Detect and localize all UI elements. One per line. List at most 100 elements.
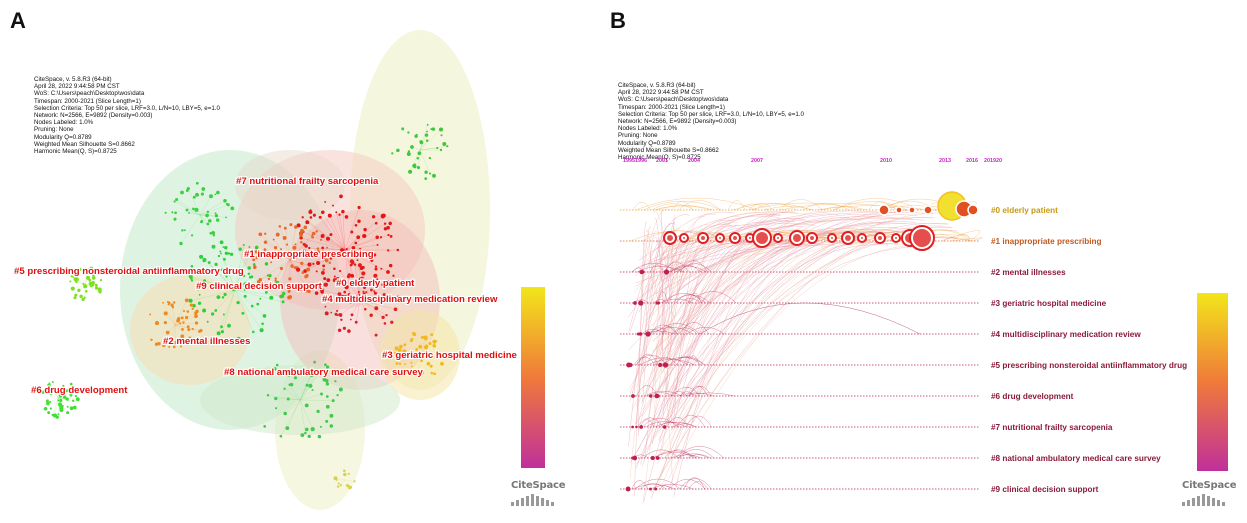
network-node (259, 328, 264, 333)
network-node (316, 409, 320, 414)
year-color-legend-b (1197, 293, 1228, 471)
network-node (57, 399, 60, 402)
network-node (326, 246, 329, 249)
network-node (325, 395, 329, 398)
network-node (99, 278, 103, 282)
timeline-node-small (655, 456, 660, 460)
network-node (314, 291, 319, 295)
network-node (388, 221, 392, 226)
timeline-node-row1-core (845, 235, 851, 241)
cluster-area-6 (380, 310, 460, 400)
network-node (219, 250, 222, 253)
network-node (197, 301, 202, 305)
network-node (440, 361, 444, 366)
network-node (272, 238, 275, 241)
network-node (318, 215, 322, 219)
network-node (66, 411, 70, 415)
network-node (363, 253, 366, 256)
network-node (73, 296, 77, 300)
network-node (373, 291, 377, 295)
cluster-label-a-2: #5 prescribing nonsteroidal antiinflamma… (14, 266, 244, 277)
network-node (243, 288, 246, 291)
network-node (312, 262, 315, 266)
network-node (179, 241, 183, 246)
network-node (300, 228, 304, 233)
timeline-node-small (650, 455, 655, 461)
network-node (332, 204, 334, 207)
network-node (328, 261, 331, 265)
network-node (176, 339, 181, 344)
cluster-network-graph: #7 nutritional frailty sarcopenia #1 inap… (13, 30, 545, 510)
panel-b-meta-line-3: Timespan: 2000-2021 (Slice Length=1) (618, 103, 725, 111)
network-node (300, 261, 304, 266)
network-node (342, 252, 345, 255)
network-node (330, 311, 333, 314)
network-node (274, 279, 277, 282)
network-node (198, 293, 201, 296)
panel-a-meta-line-6: Nodes Labeled: 1.0% (34, 119, 94, 127)
network-node (72, 276, 75, 278)
timeline-node-row1-core (733, 236, 737, 240)
network-node (333, 267, 336, 270)
row-arcs-0 (632, 197, 977, 211)
node-cloud-9 (263, 360, 343, 439)
network-node (214, 262, 218, 267)
network-node (393, 307, 398, 312)
timeline-label-6: #6 drug development (991, 392, 1074, 401)
network-node (362, 235, 365, 238)
network-node (43, 407, 48, 411)
network-node (288, 277, 292, 281)
node-cloud-3 (164, 181, 235, 249)
network-node (432, 339, 437, 344)
network-node (440, 134, 443, 137)
network-node (325, 379, 329, 383)
network-node (201, 187, 206, 191)
network-node (391, 152, 394, 155)
network-node (357, 235, 360, 239)
network-node (374, 265, 378, 268)
network-node (309, 373, 314, 377)
network-node (236, 300, 240, 305)
network-node (263, 248, 267, 251)
timeline-node-row1-core (667, 235, 673, 241)
network-node (293, 266, 297, 270)
network-node (373, 273, 378, 278)
network-node (69, 406, 74, 411)
network-node (227, 252, 231, 255)
network-node (399, 344, 403, 349)
network-node (290, 264, 294, 268)
network-node (361, 265, 365, 270)
network-node (420, 370, 424, 375)
timeline-node-small (662, 362, 669, 368)
network-node (324, 363, 327, 367)
panel-b-letter: B (610, 8, 626, 33)
timeline-node-row1-core (895, 237, 897, 239)
network-node (408, 169, 413, 174)
network-node (73, 278, 77, 281)
timeline-node-row0 (895, 206, 903, 214)
network-node (336, 253, 341, 257)
cluster-label-a-0: #7 nutritional frailty sarcopenia (236, 176, 379, 187)
network-node (173, 200, 176, 203)
network-node (373, 290, 376, 293)
network-node (289, 223, 293, 227)
network-node (367, 281, 370, 283)
network-node (70, 286, 75, 291)
network-node (301, 249, 306, 254)
network-node (261, 322, 264, 326)
cluster-area-8 (235, 150, 345, 220)
network-node (171, 306, 175, 309)
network-node (311, 234, 314, 237)
network-node (382, 293, 386, 297)
timeline-node-small (648, 394, 653, 398)
network-node (319, 425, 322, 428)
network-node (430, 333, 434, 336)
network-node (419, 140, 424, 145)
network-node (190, 265, 194, 268)
timeline-label-0: #0 elderly patient (991, 206, 1058, 215)
network-node (211, 244, 216, 249)
panel-a-cluster-network: A CiteSpace, v. 5.8.R3 (64-bit) April 28,… (0, 0, 600, 523)
network-node (410, 145, 414, 149)
network-node (270, 261, 273, 264)
network-node (52, 413, 58, 418)
